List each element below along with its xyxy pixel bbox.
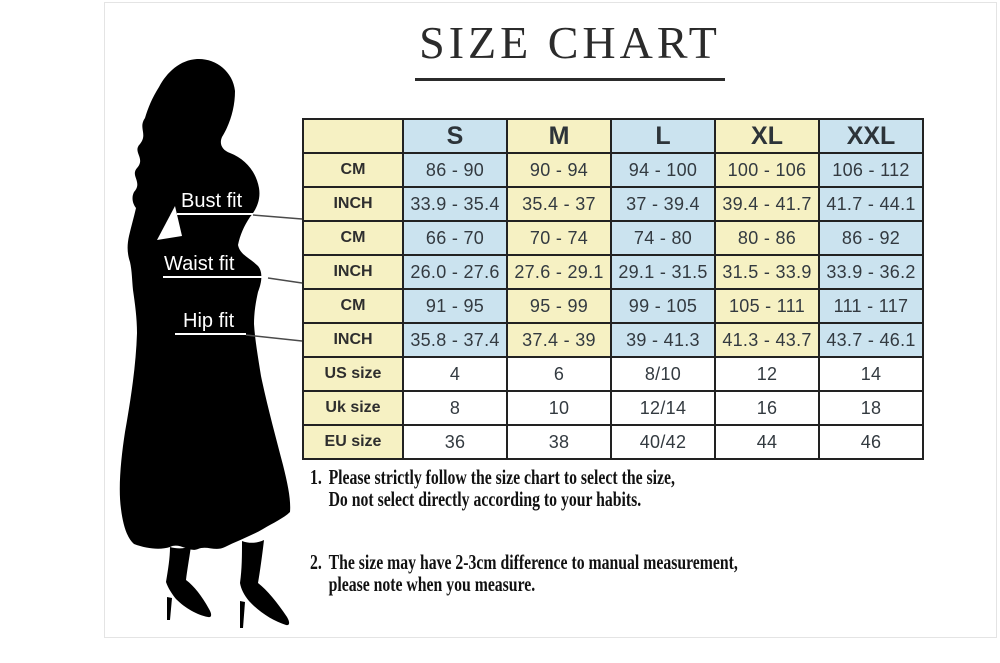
size-cell: 31.5 - 33.9 — [714, 254, 820, 290]
row-label-inch: INCH — [302, 186, 404, 222]
table-row-bust-fit-inch: INCH 33.9 - 35.4 35.4 - 37 37 - 39.4 39.4 - … — [302, 186, 924, 222]
note-2-line-1: The size may have 2-3cm difference to ma… — [328, 550, 738, 574]
note-1-line-1: Please strictly follow the size chart to… — [328, 465, 675, 489]
size-cell: 12 — [714, 356, 820, 392]
note-1-line-2: Do not select directly according to your… — [328, 487, 642, 511]
size-cell: 33.9 - 36.2 — [818, 254, 924, 290]
row-label-inch: INCH — [302, 254, 404, 290]
size-cell: 8/10 — [610, 356, 716, 392]
size-cell: 41.3 - 43.7 — [714, 322, 820, 358]
table-row-waist-fit-inch: INCH 26.0 - 27.6 27.6 - 29.1 29.1 - 31.5 31.… — [302, 254, 924, 290]
note-1-text: Please strictly follow the size chart to… — [329, 466, 675, 510]
size-cell: 39 - 41.3 — [610, 322, 716, 358]
table-row-uk-size: Uk size 8 10 12/14 16 18 — [302, 390, 924, 426]
size-cell: 37.4 - 39 — [506, 322, 612, 358]
size-cell: 111 - 117 — [818, 288, 924, 324]
table-row-hip-fit-inch: INCH 35.8 - 37.4 37.4 - 39 39 - 41.3 41.3 - … — [302, 322, 924, 358]
size-cell: 106 - 112 — [818, 152, 924, 188]
size-cell: 44 — [714, 424, 820, 460]
size-cell: 16 — [714, 390, 820, 426]
page-title: SIZE CHART — [415, 16, 725, 81]
table-corner-cell — [302, 118, 404, 154]
size-cell: 105 - 111 — [714, 288, 820, 324]
size-cell: 12/14 — [610, 390, 716, 426]
size-cell: 10 — [506, 390, 612, 426]
size-cell: 39.4 - 41.7 — [714, 186, 820, 222]
table-row-bust-fit-cm: CM 86 - 90 90 - 94 94 - 100 100 - 106 106 - 1… — [302, 152, 924, 188]
column-header-xxl: XXL — [818, 118, 924, 154]
size-cell: 35.4 - 37 — [506, 186, 612, 222]
size-cell: 86 - 90 — [402, 152, 508, 188]
row-label-inch: INCH — [302, 322, 404, 358]
size-cell: 94 - 100 — [610, 152, 716, 188]
size-cell: 95 - 99 — [506, 288, 612, 324]
size-cell: 35.8 - 37.4 — [402, 322, 508, 358]
note-2-number: 2. — [310, 550, 322, 574]
hip-fit-label: Hip fit — [183, 310, 235, 332]
table-row-hip-fit-cm: CM 91 - 95 95 - 99 99 - 105 105 - 111 111 - 1… — [302, 288, 924, 324]
table-row-waist-fit-cm: CM 66 - 70 70 - 74 74 - 80 80 - 86 86 - 92 — [302, 220, 924, 256]
note-2-text: The size may have 2-3cm difference to ma… — [329, 551, 738, 595]
row-label-cm: CM — [302, 220, 404, 256]
waist-fit-label: Waist fit — [164, 253, 235, 275]
size-cell: 74 - 80 — [610, 220, 716, 256]
row-label-uk-size: Uk size — [302, 390, 404, 426]
size-cell: 99 - 105 — [610, 288, 716, 324]
image-frame-border — [104, 2, 997, 638]
size-cell: 6 — [506, 356, 612, 392]
title-block: SIZE CHART — [358, 16, 782, 81]
table-row-us-size: US size 4 6 8/10 12 14 — [302, 356, 924, 392]
row-label-us-size: US size — [302, 356, 404, 392]
size-cell: 4 — [402, 356, 508, 392]
row-label-cm: CM — [302, 152, 404, 188]
column-header-l: L — [610, 118, 716, 154]
size-cell: 90 - 94 — [506, 152, 612, 188]
bust-fit-label: Bust fit — [181, 190, 243, 212]
table-header-row: S M L XL XXL — [302, 118, 924, 154]
column-header-m: M — [506, 118, 612, 154]
note-2-line-2: please note when you measure. — [328, 572, 536, 596]
size-cell: 91 - 95 — [402, 288, 508, 324]
size-cell: 29.1 - 31.5 — [610, 254, 716, 290]
size-cell: 80 - 86 — [714, 220, 820, 256]
note-2: 2. The size may have 2-3cm difference to… — [310, 551, 738, 595]
size-cell: 26.0 - 27.6 — [402, 254, 508, 290]
size-cell: 8 — [402, 390, 508, 426]
size-cell: 70 - 74 — [506, 220, 612, 256]
size-cell: 14 — [818, 356, 924, 392]
size-cell: 27.6 - 29.1 — [506, 254, 612, 290]
size-cell: 40/42 — [610, 424, 716, 460]
row-label-eu-size: EU size — [302, 424, 404, 460]
size-cell: 100 - 106 — [714, 152, 820, 188]
size-table: S M L XL XXL CM 86 - 90 90 - 94 94 - 100 100 - 10… — [302, 118, 924, 460]
size-cell: 66 - 70 — [402, 220, 508, 256]
row-label-cm: CM — [302, 288, 404, 324]
size-cell: 41.7 - 44.1 — [818, 186, 924, 222]
note-1-number: 1. — [310, 465, 322, 489]
size-cell: 33.9 - 35.4 — [402, 186, 508, 222]
size-cell: 36 — [402, 424, 508, 460]
size-cell: 38 — [506, 424, 612, 460]
column-header-s: S — [402, 118, 508, 154]
size-cell: 46 — [818, 424, 924, 460]
size-cell: 37 - 39.4 — [610, 186, 716, 222]
size-cell: 43.7 - 46.1 — [818, 322, 924, 358]
size-cell: 86 - 92 — [818, 220, 924, 256]
table-row-eu-size: EU size 36 38 40/42 44 46 — [302, 424, 924, 460]
size-cell: 18 — [818, 390, 924, 426]
note-1: 1. Please strictly follow the size chart… — [310, 466, 675, 510]
column-header-xl: XL — [714, 118, 820, 154]
